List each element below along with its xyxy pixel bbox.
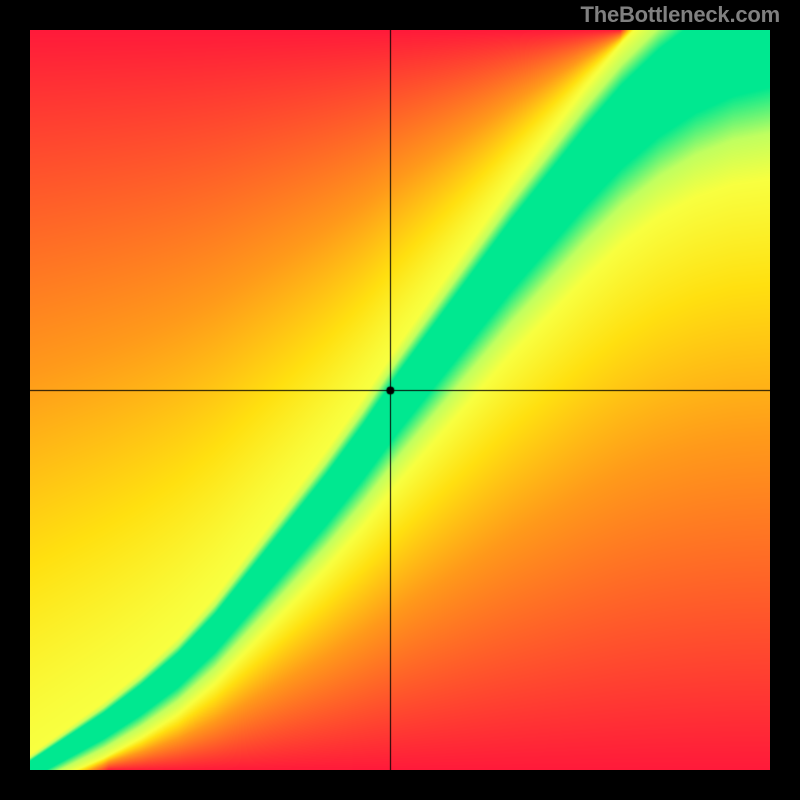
bottleneck-heatmap (30, 30, 770, 770)
watermark-text: TheBottleneck.com (580, 2, 780, 28)
chart-frame: { "watermark": { "text": "TheBottleneck.… (0, 0, 800, 800)
